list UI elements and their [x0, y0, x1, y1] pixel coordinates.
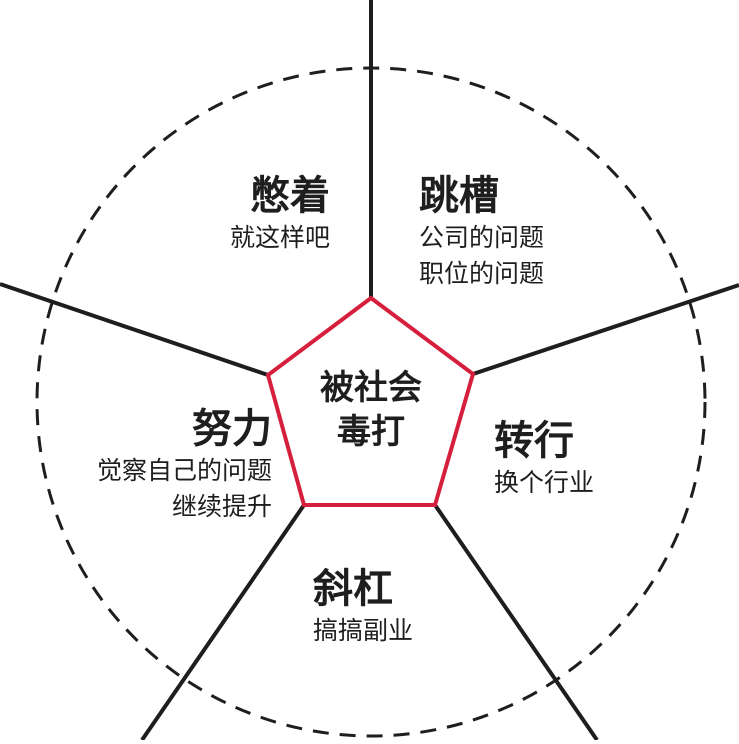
segment-top-right-line2: 职位的问题: [419, 259, 545, 288]
segment-top-left-line1: 就这样吧: [229, 223, 330, 252]
segment-top-right-line1: 公司的问题: [419, 223, 545, 252]
segment-top-left-title: 憋着: [250, 173, 330, 219]
segment-top-right: 跳槽 公司的问题 职位的问题: [419, 172, 619, 292]
segment-bottom-title: 斜杠: [313, 566, 393, 612]
center-pentagon: [265, 295, 476, 507]
segment-right-line1: 换个行业: [494, 468, 595, 497]
segment-bottom-line1: 搞搞副业: [313, 616, 414, 645]
divider-line-upper-right: [472, 283, 739, 376]
segment-top-right-title: 跳槽: [419, 173, 499, 219]
center-label-line2: 毒打: [337, 412, 405, 452]
segment-left: 努力 觉察自己的问题 继续提升: [40, 405, 272, 525]
divider-line-lower-left: [140, 503, 306, 742]
divider-line-lower-right: [433, 503, 599, 742]
center-label-line1: 被社会: [320, 368, 422, 408]
segment-left-title: 努力: [192, 406, 272, 452]
segment-right: 转行 换个行业: [494, 417, 674, 501]
segment-bottom: 斜杠 搞搞副业: [300, 565, 450, 649]
segment-left-line1: 觉察自己的问题: [96, 456, 272, 485]
segment-right-title: 转行: [494, 418, 574, 464]
segment-top-left: 憋着 就这样吧: [180, 172, 330, 256]
divider-line-upper-left: [0, 282, 269, 377]
center-label: 被社会 毒打: [301, 366, 441, 454]
segment-left-line2: 继续提升: [171, 492, 272, 521]
